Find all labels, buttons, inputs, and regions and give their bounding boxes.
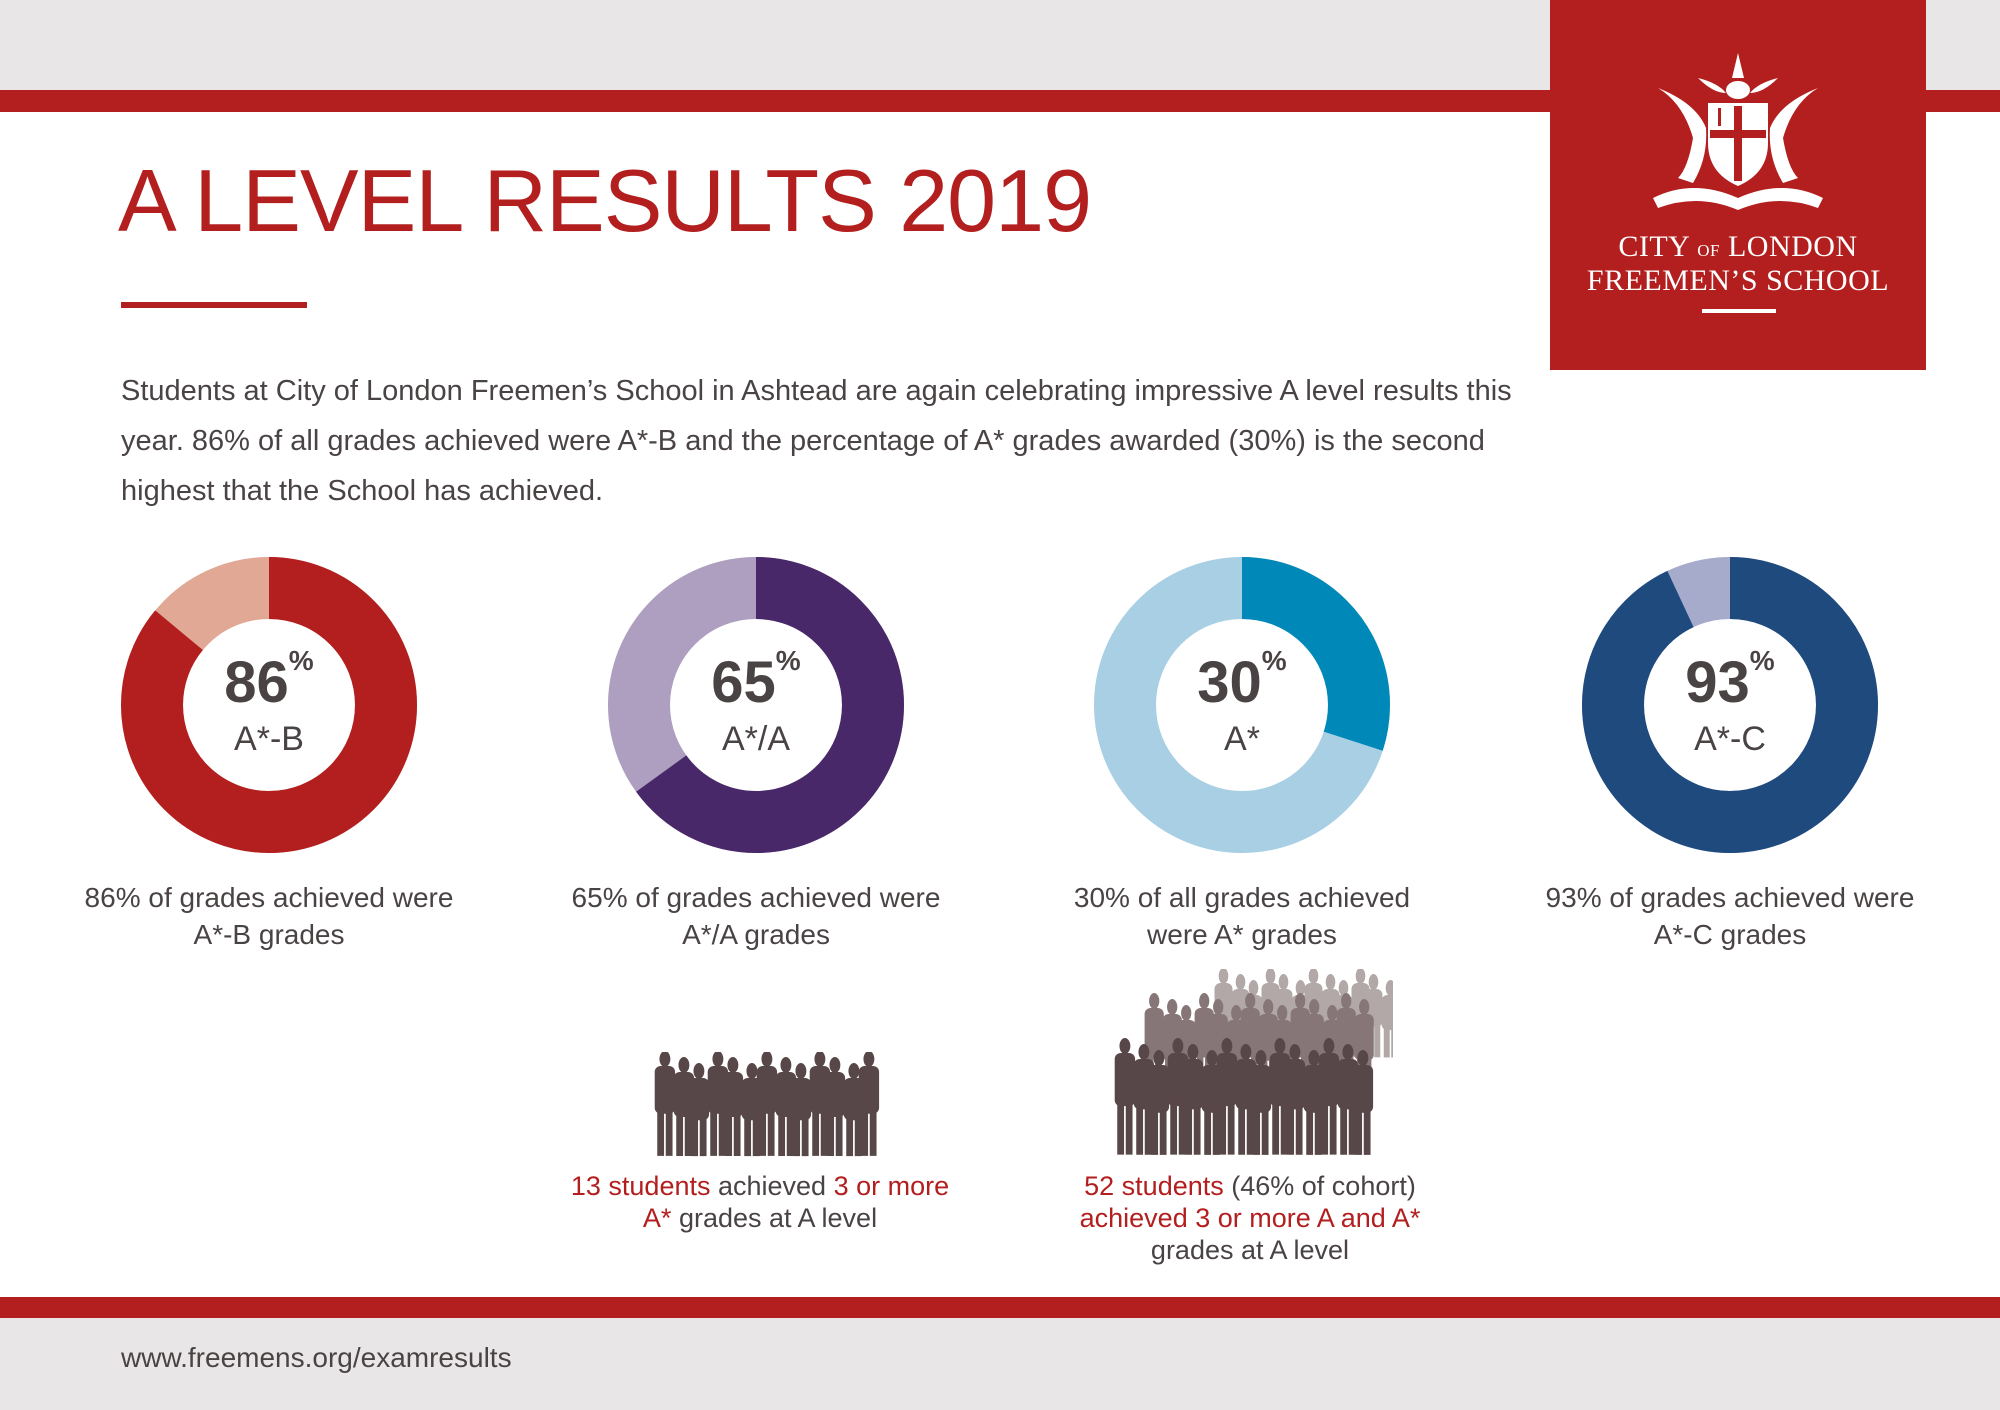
donut-value-segment bbox=[1094, 557, 1390, 853]
donut-value-segment bbox=[1582, 557, 1878, 853]
donut-chart-3: 30% A* bbox=[1094, 557, 1390, 853]
highlight-text: achieved 3 or more A and A* bbox=[1079, 1203, 1421, 1233]
person-icon bbox=[1318, 1038, 1340, 1155]
person-icon bbox=[654, 1052, 676, 1156]
person-icon bbox=[1352, 1050, 1374, 1155]
person-icon bbox=[824, 1057, 846, 1156]
donut-chart-2: 65% A*/A bbox=[608, 557, 904, 853]
stat-caption-1: 13 students achieved 3 or more A* grades… bbox=[560, 1170, 960, 1234]
donut-caption-3: 30% of all grades achieved were A* grade… bbox=[1073, 882, 1411, 950]
person-icon bbox=[1182, 1044, 1204, 1155]
page-title: A LEVEL RESULTS 2019 bbox=[118, 151, 1092, 250]
coat-of-arms-icon bbox=[1653, 53, 1823, 210]
person-icon bbox=[1250, 1050, 1272, 1155]
person-icon bbox=[858, 1052, 880, 1156]
stat-caption-2: 52 students (46% of cohort) achieved 3 o… bbox=[1060, 1170, 1440, 1266]
donut-label: A*-C bbox=[1694, 720, 1766, 758]
person-icon bbox=[1216, 1038, 1238, 1155]
bottom-stripe bbox=[0, 1297, 2000, 1319]
text: grades at A level bbox=[1150, 1235, 1350, 1265]
donut-value: 65% bbox=[711, 645, 801, 715]
footer-url-link[interactable]: www.freemens.org/examresults bbox=[121, 1342, 512, 1373]
text: achieved bbox=[710, 1171, 834, 1201]
highlight-text: 52 students bbox=[1084, 1171, 1224, 1201]
person-icon bbox=[1148, 1050, 1170, 1155]
text: (46% of cohort) bbox=[1223, 1171, 1416, 1201]
highlight-text: 3 or more A* bbox=[642, 1171, 950, 1233]
person-icon bbox=[722, 1057, 744, 1156]
donut-value: 93% bbox=[1685, 645, 1775, 715]
donut-chart-4: 93% A*-C bbox=[1582, 557, 1878, 853]
donut-value: 86% bbox=[224, 645, 314, 715]
students-group-small-icon bbox=[654, 1052, 880, 1157]
person-icon bbox=[756, 1052, 778, 1156]
logo-line2: FREEMEN’S SCHOOL bbox=[1586, 264, 1890, 297]
donut-value-segment bbox=[121, 557, 417, 853]
donut-value-segment bbox=[608, 557, 904, 853]
person-icon bbox=[1381, 980, 1393, 1058]
donut-label: A* bbox=[1224, 720, 1260, 758]
donut-chart-1: 86% A*-B bbox=[121, 557, 417, 853]
highlight-text: 13 students bbox=[570, 1171, 711, 1201]
bottom-band bbox=[0, 1318, 2000, 1410]
person-icon bbox=[1284, 1044, 1306, 1155]
title-underline bbox=[121, 302, 307, 308]
donut-label: A*-B bbox=[234, 720, 304, 758]
top-stripe bbox=[0, 90, 2000, 112]
text: grades at A level bbox=[671, 1203, 878, 1233]
donut-value: 30% bbox=[1197, 645, 1287, 715]
person-icon bbox=[790, 1063, 812, 1157]
logo-line1: CITY OF LONDON bbox=[1618, 230, 1858, 263]
donut-caption-1: 86% of grades achieved were A*-B grades bbox=[84, 882, 454, 950]
donut-caption-2: 65% of grades achieved were A*/A grades bbox=[571, 882, 941, 950]
intro-paragraph: Students at City of London Freemen’s Sch… bbox=[121, 375, 1512, 507]
school-logo: CITY OF LONDON FREEMEN’S SCHOOL bbox=[1550, 0, 1926, 370]
donut-label: A*/A bbox=[721, 720, 791, 758]
donut-caption-4: 93% of grades achieved were A*-C grades bbox=[1545, 882, 1915, 950]
person-icon bbox=[688, 1063, 710, 1157]
students-group-large-icon bbox=[1114, 969, 1393, 1155]
logo-underline bbox=[1702, 309, 1776, 313]
person-icon bbox=[1114, 1038, 1136, 1155]
